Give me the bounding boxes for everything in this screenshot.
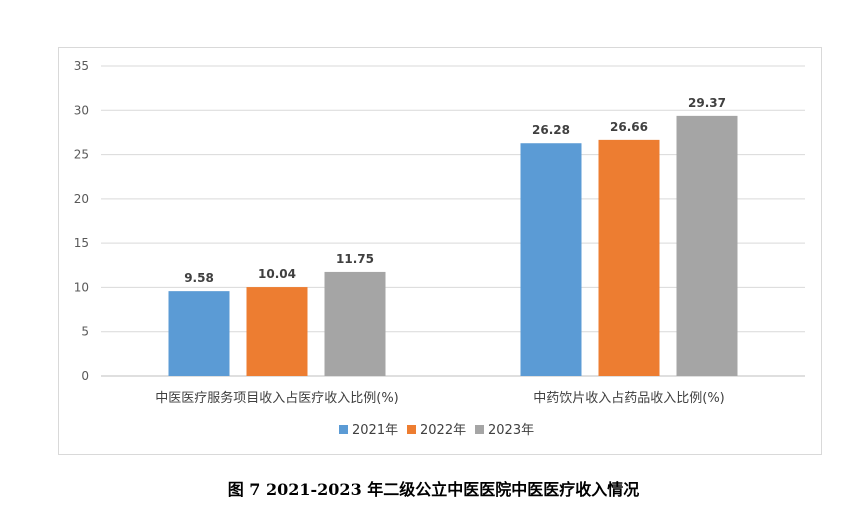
- y-tick-label: 30: [74, 103, 89, 117]
- bar-2023年-1: [676, 115, 738, 376]
- legend-label: 2022年: [420, 423, 466, 438]
- y-tick-label: 25: [74, 148, 89, 162]
- category-label: 中医医疗服务项目收入占医疗收入比例(%): [155, 390, 399, 406]
- data-label: 26.66: [610, 120, 648, 134]
- x-axis-categories: 中医医疗服务项目收入占医疗收入比例(%) 中药饮片收入占药品收入比例(%): [155, 390, 725, 406]
- chart-frame: 0 5 10 15 20 25 30 35 9.58 10.04 11.75 26.28 26.66 2…: [58, 47, 822, 455]
- legend-label: 2023年: [488, 423, 534, 438]
- y-tick-label: 15: [74, 236, 89, 250]
- data-label: 9.58: [184, 271, 214, 285]
- y-tick-label: 0: [81, 369, 89, 383]
- legend-swatch: [475, 425, 484, 434]
- bar-2022年-0: [246, 287, 308, 376]
- legend-swatch: [339, 425, 348, 434]
- data-label: 10.04: [258, 267, 296, 281]
- bars: [168, 115, 738, 376]
- y-tick-label: 5: [81, 325, 89, 339]
- y-tick-label: 35: [74, 59, 89, 73]
- legend: 2021年 2022年 2023年: [339, 423, 534, 438]
- bar-2022年-1: [598, 139, 660, 376]
- legend-label: 2021年: [352, 423, 398, 438]
- y-tick-label: 20: [74, 192, 89, 206]
- y-axis-ticks: 0 5 10 15 20 25 30 35: [74, 59, 89, 383]
- data-label: 26.28: [532, 123, 570, 137]
- data-label: 11.75: [336, 252, 374, 266]
- figure-caption: 图 7 2021-2023 年二级公立中医医院中医医疗收入情况: [227, 480, 640, 499]
- bar-2021年-0: [168, 291, 230, 376]
- bar-2021年-1: [520, 143, 582, 376]
- y-tick-label: 10: [74, 280, 89, 294]
- bar-2023年-0: [324, 271, 386, 376]
- category-label: 中药饮片收入占药品收入比例(%): [533, 391, 725, 406]
- bar-chart: 0 5 10 15 20 25 30 35 9.58 10.04 11.75 26.28 26.66 2…: [74, 59, 805, 438]
- data-labels: 9.58 10.04 11.75 26.28 26.66 29.37: [184, 96, 726, 285]
- data-label: 29.37: [688, 96, 726, 110]
- legend-swatch: [407, 425, 416, 434]
